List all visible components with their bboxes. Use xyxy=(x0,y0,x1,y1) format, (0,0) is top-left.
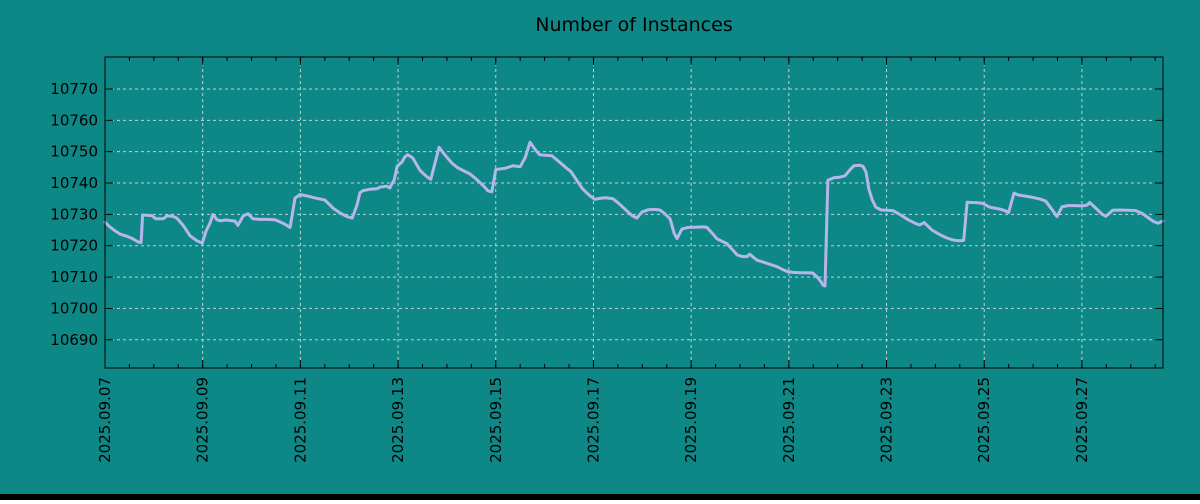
y-tick-label: 10700 xyxy=(50,299,98,317)
y-tick-label: 10710 xyxy=(50,268,98,286)
instances-chart: Number of Instances 2025.09.07 2025.09.09… xyxy=(0,0,1200,500)
y-tick-label: 10720 xyxy=(50,237,98,255)
x-tick-label: 2025.09.15 xyxy=(487,377,505,463)
x-tick-label: 2025.09.09 xyxy=(194,377,212,463)
x-tick-label: 2025.09.07 xyxy=(96,377,114,463)
y-tick-label: 10750 xyxy=(50,143,98,161)
y-tick-label: 10690 xyxy=(50,331,98,349)
y-axis-labels: 10690 10700 10710 10720 10730 10740 10750 10760… xyxy=(50,80,98,349)
x-tick-label: 2025.09.11 xyxy=(291,377,309,463)
chart-title: Number of Instances xyxy=(535,14,732,36)
y-tick-label: 10740 xyxy=(50,174,98,192)
line-chart-canvas: Number of Instances 2025.09.07 2025.09.09… xyxy=(0,0,1200,500)
x-tick-label: 2025.09.27 xyxy=(1073,377,1091,463)
y-tick-label: 10730 xyxy=(50,205,98,223)
x-tick-label: 2025.09.21 xyxy=(780,377,798,463)
x-tick-label: 2025.09.23 xyxy=(878,377,896,463)
x-tick-label: 2025.09.25 xyxy=(975,377,993,463)
y-tick-label: 10770 xyxy=(50,80,98,98)
x-tick-label: 2025.09.19 xyxy=(682,377,700,463)
x-tick-label: 2025.09.17 xyxy=(584,377,602,463)
y-tick-label: 10760 xyxy=(50,111,98,129)
bottom-edge-bar xyxy=(0,494,1200,500)
x-tick-label: 2025.09.13 xyxy=(389,377,407,463)
